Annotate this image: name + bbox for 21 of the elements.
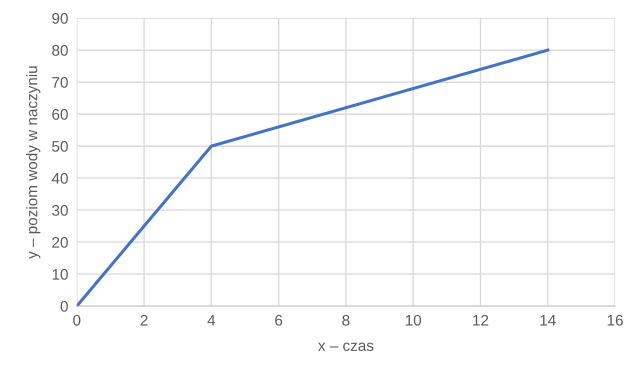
x-tick-label: 0 bbox=[73, 314, 80, 326]
x-tick-label: 10 bbox=[406, 314, 422, 326]
y-tick-label: 20 bbox=[52, 236, 68, 248]
y-tick-label: 40 bbox=[52, 172, 68, 184]
x-tick-label: 4 bbox=[207, 314, 216, 326]
x-tick-label: 14 bbox=[540, 314, 556, 326]
y-tick-label: 10 bbox=[52, 268, 68, 280]
y-tick-label: 80 bbox=[52, 45, 68, 56]
y-axis-title: y – poziom wody w naczyniu bbox=[26, 66, 40, 259]
x-tick-label: 2 bbox=[140, 314, 148, 326]
y-tick-label: 50 bbox=[52, 140, 68, 152]
y-tick-label: 30 bbox=[52, 204, 68, 216]
x-tick-label: 16 bbox=[608, 314, 623, 326]
y-tick-label: 0 bbox=[60, 300, 68, 312]
x-axis-title: x – czas bbox=[318, 342, 374, 352]
y-tick-label: 90 bbox=[52, 13, 68, 24]
x-tick-label: 8 bbox=[342, 314, 350, 326]
y-tick-label: 60 bbox=[52, 108, 68, 120]
x-tick-label: 6 bbox=[275, 314, 282, 326]
y-tick-label: 70 bbox=[52, 77, 68, 88]
x-tick-label: 12 bbox=[473, 314, 488, 326]
